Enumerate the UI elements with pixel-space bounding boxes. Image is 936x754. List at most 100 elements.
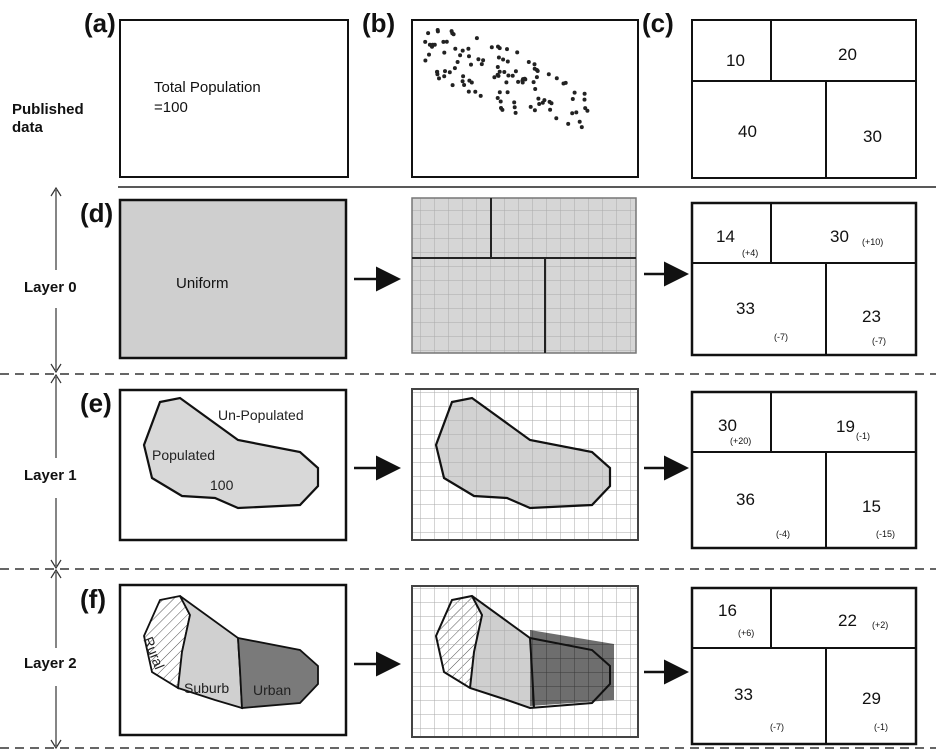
scatter-point — [520, 80, 525, 85]
suburb-label: Suburb — [184, 680, 229, 696]
layer0-tl-delta: (+4) — [742, 248, 758, 258]
scatter-point — [437, 76, 441, 81]
panel-label-d: (d) — [80, 198, 113, 228]
row-label-published-1: Published — [12, 101, 84, 118]
scatter-point — [579, 125, 584, 130]
panel-a-box — [119, 19, 349, 178]
scatter-point — [430, 42, 435, 47]
scatter-point — [476, 57, 481, 62]
scatter-point — [453, 46, 458, 51]
total-population-label: Total Population — [154, 79, 261, 96]
scatter-point — [532, 62, 537, 67]
panel-d-uniform-box — [118, 198, 348, 360]
layer0-bl-value: 33 — [736, 299, 755, 318]
scatter-point — [512, 105, 517, 110]
scatter-point — [435, 69, 439, 74]
layer1-tl-delta: (+20) — [730, 436, 751, 446]
zone-c-bl-value: 40 — [738, 122, 757, 141]
scatter-point — [515, 50, 520, 55]
scatter-point — [481, 58, 486, 63]
scatter-point — [492, 75, 497, 80]
layer0-extent-arrow — [50, 186, 62, 374]
scatter-point — [542, 98, 547, 103]
scatter-point — [495, 65, 500, 69]
scatter-point — [502, 70, 507, 74]
scatter-point — [512, 100, 517, 105]
row-label-published-2: data — [12, 119, 44, 136]
scatter-point — [461, 74, 466, 79]
scatter-point — [536, 96, 541, 101]
scatter-point — [577, 119, 582, 124]
scatter-point — [572, 90, 577, 95]
layer2-br-value: 29 — [862, 689, 881, 708]
layer1-tl-value: 30 — [718, 416, 737, 435]
scatter-point — [554, 76, 559, 81]
scatter-point — [516, 79, 521, 84]
scatter-point — [582, 91, 587, 96]
scatter-point — [548, 107, 553, 112]
scatter-point — [469, 62, 473, 67]
populated-value: 100 — [210, 477, 234, 493]
scatter-point — [466, 89, 471, 94]
scatter-point — [444, 39, 449, 44]
scatter-point — [504, 80, 509, 85]
scatter-point — [574, 110, 579, 115]
scatter-point — [546, 72, 551, 77]
scatter-point — [570, 97, 575, 101]
scatter-point — [466, 46, 471, 51]
layer0-tr-delta: (+10) — [862, 237, 883, 247]
scatter-point — [423, 39, 428, 44]
scatter-point — [462, 83, 467, 87]
layer2-tl-delta: (+6) — [738, 628, 754, 638]
zone-c-tr-value: 20 — [838, 45, 857, 64]
scatter-point — [497, 90, 502, 95]
scatter-point — [513, 69, 518, 74]
zone-c-br-value: 30 — [863, 127, 882, 146]
row-label-layer0: Layer 0 — [24, 279, 77, 296]
panel-label-e: (e) — [80, 388, 112, 418]
scatter-point — [582, 97, 587, 102]
scatter-point — [450, 83, 455, 88]
scatter-point — [447, 70, 452, 75]
scatter-point — [495, 72, 500, 77]
scatter-point — [435, 29, 440, 34]
layer0-br-value: 23 — [862, 307, 881, 326]
scatter-point — [505, 47, 509, 52]
layer0-br-delta: (-7) — [872, 336, 886, 346]
result-layer1-zones — [690, 390, 918, 550]
scatter-point — [478, 93, 483, 98]
scatter-point — [585, 108, 590, 113]
scatter-point — [547, 99, 552, 104]
layer1-tr-delta: (-1) — [856, 431, 870, 441]
scatter-point — [449, 29, 454, 34]
scatter-point — [443, 69, 447, 74]
layer1-br-delta: (-15) — [876, 529, 895, 539]
layer2-bl-value: 33 — [734, 685, 753, 704]
scatter-point — [537, 102, 542, 106]
scatter-point — [495, 96, 500, 100]
scatter-point — [522, 76, 527, 81]
scatter-point — [460, 79, 465, 84]
panel-e-grid — [411, 388, 639, 541]
populated-label: Populated — [152, 447, 215, 463]
scatter-point — [452, 66, 457, 71]
layer1-br-value: 15 — [862, 497, 881, 516]
scatter-point — [561, 81, 566, 86]
scatter-point — [532, 108, 537, 113]
scatter-point — [496, 55, 501, 60]
scatter-point — [496, 44, 500, 49]
scatter-point — [513, 110, 518, 115]
scatter-point — [566, 121, 571, 126]
scatter-point — [535, 69, 540, 73]
scatter-point — [479, 62, 484, 67]
scatter-point — [458, 53, 463, 58]
row-label-layer2: Layer 2 — [24, 655, 77, 672]
layer1-bl-delta: (-4) — [776, 529, 790, 539]
panel-label-a: (a) — [84, 8, 116, 38]
scatter-point — [510, 73, 515, 78]
scatter-point — [455, 60, 460, 64]
scatter-point — [426, 31, 431, 36]
panel-d-grid — [411, 197, 637, 354]
scatter-point — [441, 39, 446, 44]
scatter-point — [534, 75, 539, 80]
